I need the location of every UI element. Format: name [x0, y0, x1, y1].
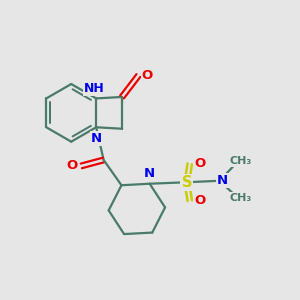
Text: N: N [91, 132, 102, 145]
Text: O: O [142, 69, 153, 82]
Text: N: N [217, 174, 228, 187]
Text: O: O [194, 194, 205, 207]
Text: CH₃: CH₃ [229, 193, 251, 203]
Text: S: S [182, 175, 192, 190]
Text: NH: NH [84, 82, 105, 94]
Text: O: O [194, 157, 205, 170]
Text: CH₃: CH₃ [229, 156, 251, 167]
Text: N: N [144, 167, 155, 180]
Text: O: O [67, 159, 78, 172]
